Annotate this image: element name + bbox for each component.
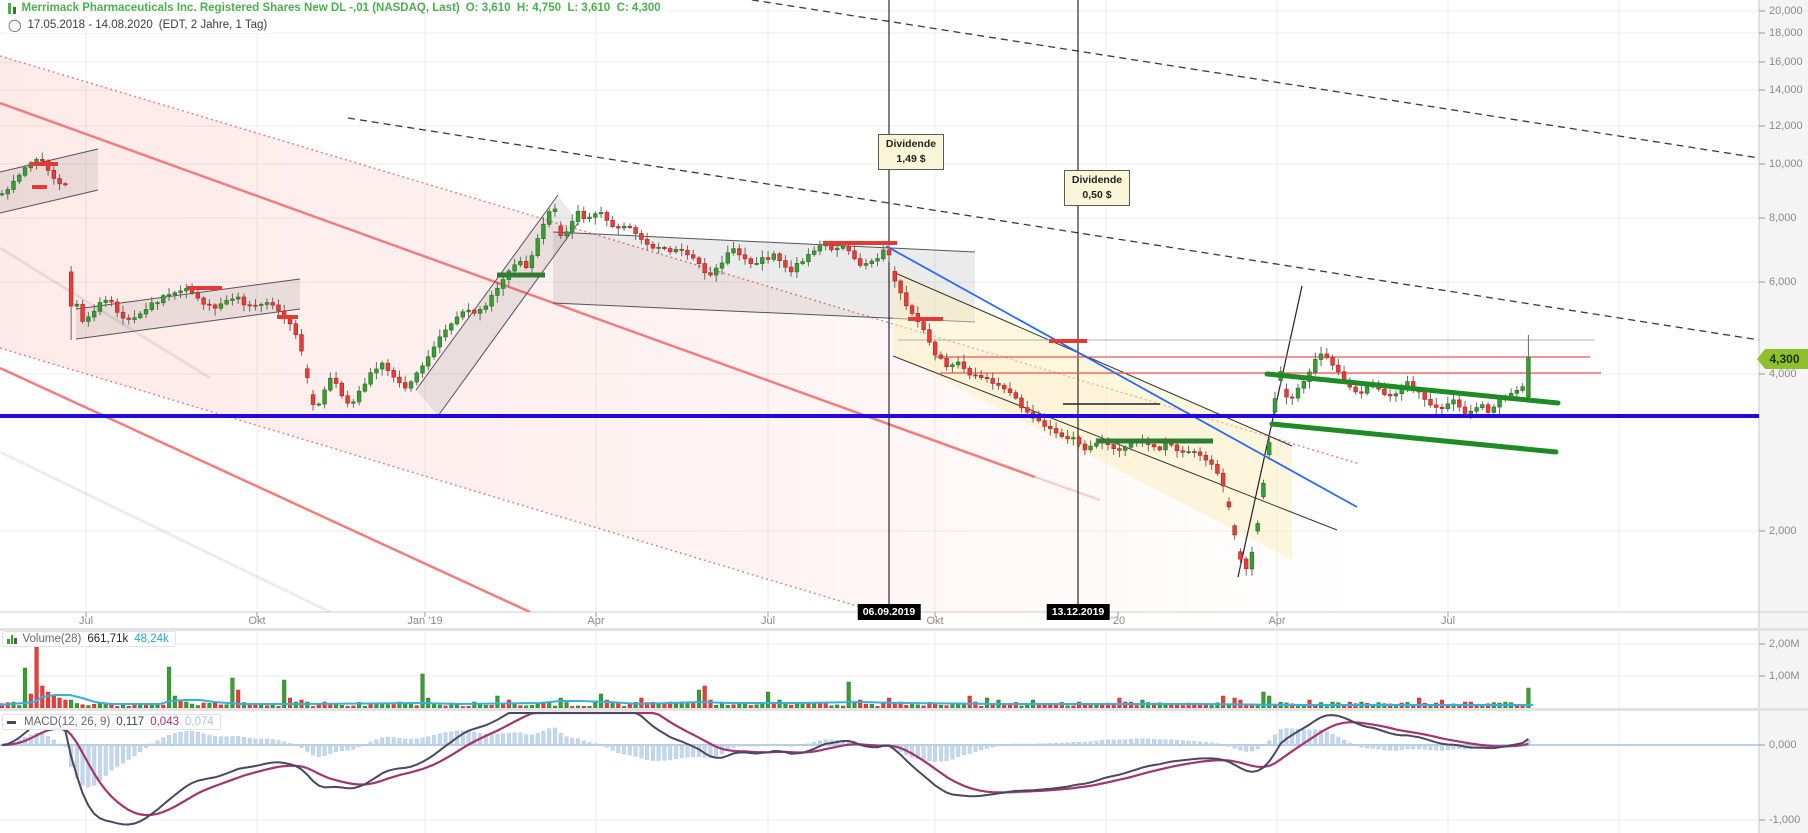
dividend-annotation[interactable]: Dividende 1,49 $	[878, 134, 944, 170]
dividend-annotation-title: Dividende	[1071, 174, 1123, 186]
last-price-tag: 4,300	[1757, 349, 1808, 369]
volume-panel	[0, 644, 1533, 708]
macd-panel	[0, 711, 1759, 826]
event-date-badge: 13.12.2019	[1046, 604, 1110, 620]
period-header: ◯︎ 17.05.2018 - 14.08.2020 (EDT, 2 Jahre…	[4, 17, 274, 33]
price-axis-label: 14,000	[1769, 84, 1803, 96]
volume-bars-icon	[7, 634, 17, 644]
event-date-badge: 06.09.2019	[857, 604, 921, 620]
price-axis-label: 16,000	[1769, 56, 1803, 68]
ohlc-values: O: 3,610 H: 4,750 L: 3,610 C: 4,300	[465, 2, 661, 14]
macd-line-icon	[7, 720, 16, 724]
macd-histogram-value: 0,074	[185, 716, 214, 728]
volume-indicator-header[interactable]: Volume(28) 661,71k 48,24k	[2, 631, 176, 647]
time-axis-label: '20	[1110, 615, 1126, 627]
macd-axis-label: 0,000	[1769, 739, 1797, 751]
volume-axis-label: 1,00M	[1769, 670, 1800, 682]
clock-icon: ◯︎	[8, 18, 22, 32]
time-axis-label: Apr	[1268, 615, 1286, 627]
instrument-title: Merrimack Pharmaceuticals Inc. Registere…	[21, 2, 460, 14]
macd-axis-label: -1,000	[1769, 814, 1801, 826]
dividend-annotation[interactable]: Dividende 0,50 $	[1064, 170, 1130, 206]
macd-signal-value: 0,043	[150, 716, 179, 728]
volume-ma-value: 48,24k	[134, 633, 169, 645]
time-axis-label: Jul	[1440, 615, 1456, 627]
dividend-annotation-amount: 0,50 $	[1082, 189, 1112, 201]
price-axis-label: 4,000	[1769, 368, 1797, 380]
macd-indicator-header[interactable]: MACD(12, 26, 9) 0,117 0,043 0,074	[2, 714, 221, 730]
main-price-panel	[0, 0, 1759, 612]
period-text: 17.05.2018 - 14.08.2020	[27, 19, 153, 31]
instrument-header: Merrimack Pharmaceuticals Inc. Registere…	[4, 1, 667, 15]
price-axis-label: 18,000	[1769, 27, 1803, 39]
price-axis-label: 12,000	[1769, 120, 1803, 132]
dividend-annotation-amount: 1,49 $	[896, 153, 926, 165]
volume-axis-label: 2,00M	[1769, 638, 1800, 650]
price-axis-label: 20,000	[1769, 5, 1803, 17]
time-axis-label: Jul	[760, 615, 776, 627]
volume-value: 661,71k	[87, 633, 129, 645]
price-axis-label: 10,000	[1769, 158, 1803, 170]
price-axis-label: 8,000	[1769, 212, 1797, 224]
macd-indicator-label[interactable]: MACD(12, 26, 9)	[24, 716, 111, 728]
price-axis-label: 2,000	[1769, 525, 1797, 537]
macd-value: 0,117	[116, 716, 145, 728]
time-axis-label: Apr	[587, 615, 605, 627]
time-axis-label: Jan '19	[407, 615, 443, 627]
time-axis-label: Okt	[926, 615, 944, 627]
period-detail: (EDT, 2 Jahre, 1 Tag)	[158, 19, 268, 31]
price-axis-label: 6,000	[1769, 276, 1797, 288]
dividend-annotation-title: Dividende	[885, 138, 937, 150]
candlestick-icon	[8, 2, 16, 14]
time-axis-label: Okt	[248, 615, 266, 627]
time-axis-label: Jul	[78, 615, 94, 627]
volume-indicator-label[interactable]: Volume(28)	[22, 633, 82, 645]
